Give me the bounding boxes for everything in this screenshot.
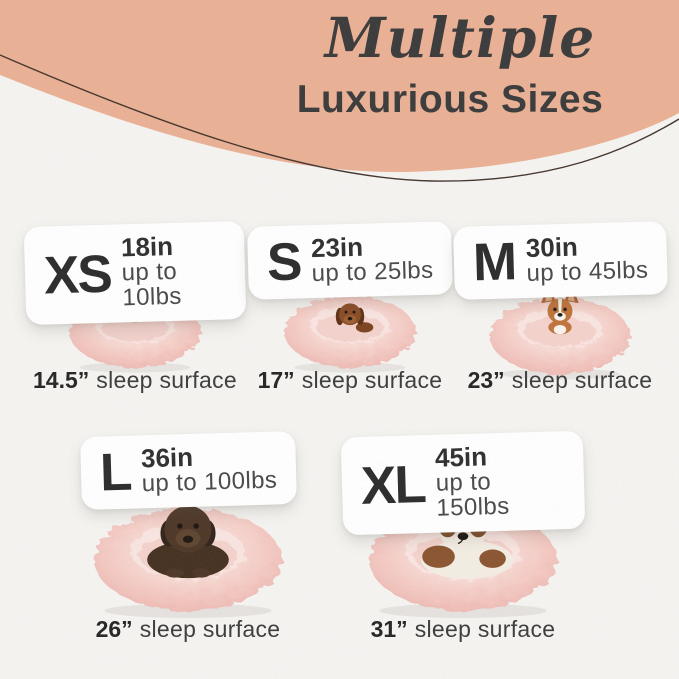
- size-specs: 45in up to 150lbs: [434, 440, 566, 522]
- sleep-surface-caption: 31” sleep surface: [342, 616, 584, 643]
- sleep-surface-label: sleep surface: [96, 367, 237, 393]
- size-code: M: [471, 232, 516, 293]
- size-badge-xs: XS 18in up to 10lbs: [23, 220, 247, 325]
- sleep-surface-label: sleep surface: [511, 367, 653, 393]
- sleep-surface-caption: 14.5” sleep surface: [25, 367, 245, 394]
- size-badge-xl: XL 45in up to 150lbs: [340, 430, 586, 536]
- weight-capacity: up to 25lbs: [311, 256, 434, 288]
- weight-capacity: up to 100lbs: [140, 466, 278, 498]
- bed-diameter: 45in: [434, 441, 488, 473]
- sleep-surface-size: 23”: [467, 367, 505, 393]
- size-card-s: S 23in up to 25lbs: [240, 221, 460, 404]
- header-script-title: Multiple: [324, 5, 596, 70]
- size-card-m: M 30in up to 45lbs: [450, 221, 670, 404]
- sleep-surface-label: sleep surface: [301, 367, 443, 393]
- weight-capacity: up to 150lbs: [435, 468, 510, 522]
- page-title: Luxurious Sizes: [296, 78, 604, 121]
- sleep-surface-label: sleep surface: [414, 616, 556, 642]
- bed-diameter: 18in: [120, 230, 174, 263]
- size-code: XS: [43, 244, 112, 306]
- size-card-xl: XL 45in up to 150lbs: [340, 430, 586, 664]
- size-specs: 23in up to 25lbs: [310, 231, 434, 288]
- size-code: L: [98, 442, 131, 503]
- size-specs: 30in up to 45lbs: [525, 231, 648, 287]
- sleep-surface-caption: 23” sleep surface: [450, 367, 670, 394]
- size-card-l: L 36in up to 100lbs: [67, 431, 309, 664]
- sleep-surface-label: sleep surface: [139, 616, 281, 642]
- size-badge-l: L 36in up to 100lbs: [79, 431, 297, 510]
- size-code: S: [266, 232, 302, 293]
- sleep-surface-size: 26”: [95, 616, 133, 642]
- size-badge-m: M 30in up to 45lbs: [452, 221, 668, 300]
- sleep-surface-size: 31”: [370, 616, 408, 642]
- size-card-xs: XS 18in up to 10lbs: [23, 220, 247, 404]
- size-specs: 18in up to 10lbs: [121, 230, 227, 311]
- sleep-surface-size: 14.5”: [33, 367, 90, 393]
- weight-capacity: up to 45lbs: [525, 256, 649, 287]
- sleep-surface-caption: 26” sleep surface: [67, 616, 309, 643]
- weight-capacity: up to 10lbs: [121, 257, 183, 312]
- size-specs: 36in up to 100lbs: [140, 441, 278, 498]
- sleep-surface-size: 17”: [257, 367, 295, 393]
- size-code: XL: [360, 454, 426, 516]
- size-badge-s: S 23in up to 25lbs: [246, 221, 454, 300]
- sleep-surface-caption: 17” sleep surface: [240, 367, 460, 394]
